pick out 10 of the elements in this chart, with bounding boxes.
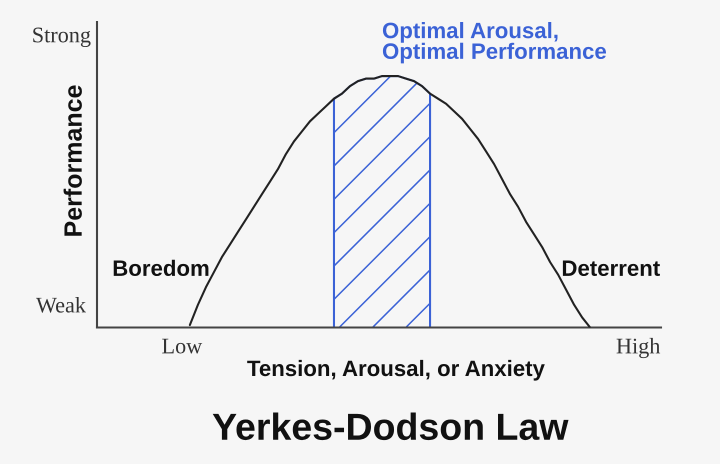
x-axis-title: Tension, Arousal, or Anxiety bbox=[247, 360, 545, 381]
y-axis-title: Performance bbox=[64, 85, 82, 236]
x-tick-label: Low bbox=[162, 338, 202, 354]
text: Strong bbox=[33, 28, 91, 48]
text: Weak bbox=[36, 296, 86, 313]
series-label: Optimal Arousal, Optimal Performance bbox=[382, 22, 606, 64]
annotation: Boredom bbox=[114, 260, 208, 276]
x-tick-label: High bbox=[616, 338, 660, 358]
text: Yerkes-Dodson Law bbox=[212, 412, 569, 440]
annotation: Deterrent bbox=[562, 260, 660, 276]
